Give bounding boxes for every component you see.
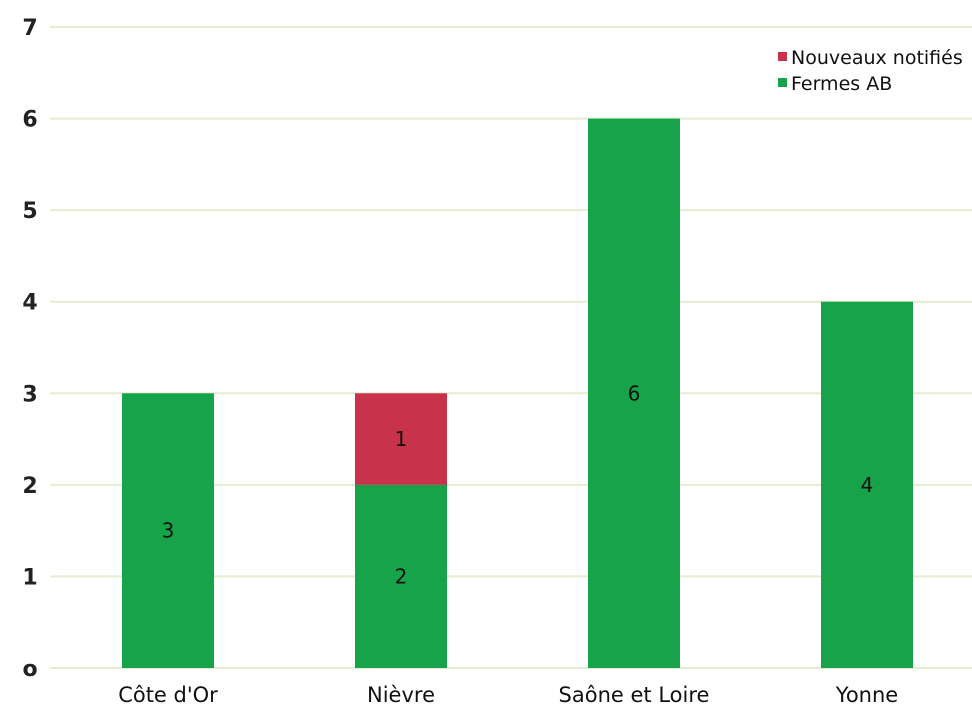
y-axis-ticks: o 1 2 3 4 5 6 7 xyxy=(22,16,37,682)
legend-label: Nouveaux notifiés xyxy=(791,47,963,69)
bars: 3 2 1 6 4 xyxy=(122,118,913,669)
y-tick-label: o xyxy=(22,657,37,682)
y-tick-label: 6 xyxy=(22,108,37,133)
bar xyxy=(122,393,214,668)
bar xyxy=(588,118,680,669)
x-tick-label: Saône et Loire xyxy=(559,683,710,707)
y-tick-label: 2 xyxy=(22,474,37,499)
bar-value-label: 4 xyxy=(861,473,874,497)
bar-value-label: 1 xyxy=(395,427,408,451)
bar xyxy=(355,484,447,668)
y-tick-label: 3 xyxy=(22,382,37,407)
y-tick-label: 7 xyxy=(22,16,37,41)
y-tick-label: 5 xyxy=(22,199,37,224)
x-tick-label: Yonne xyxy=(835,683,898,707)
legend: Nouveaux notifiés Fermes AB xyxy=(778,47,963,95)
legend-swatch xyxy=(778,52,787,61)
x-tick-label: Côte d'Or xyxy=(118,683,218,707)
y-tick-label: 4 xyxy=(22,291,37,316)
bar-value-label: 6 xyxy=(628,381,641,405)
x-tick-label: Nièvre xyxy=(367,683,435,707)
x-axis-labels: Côte d'Or Nièvre Saône et Loire Yonne xyxy=(118,683,898,707)
bar-value-label: 3 xyxy=(162,519,175,543)
legend-swatch xyxy=(778,78,787,87)
bar xyxy=(821,301,913,668)
legend-label: Fermes AB xyxy=(791,73,892,95)
bar xyxy=(355,393,447,485)
y-tick-label: 1 xyxy=(22,565,37,590)
bar-value-label: 2 xyxy=(395,564,408,588)
